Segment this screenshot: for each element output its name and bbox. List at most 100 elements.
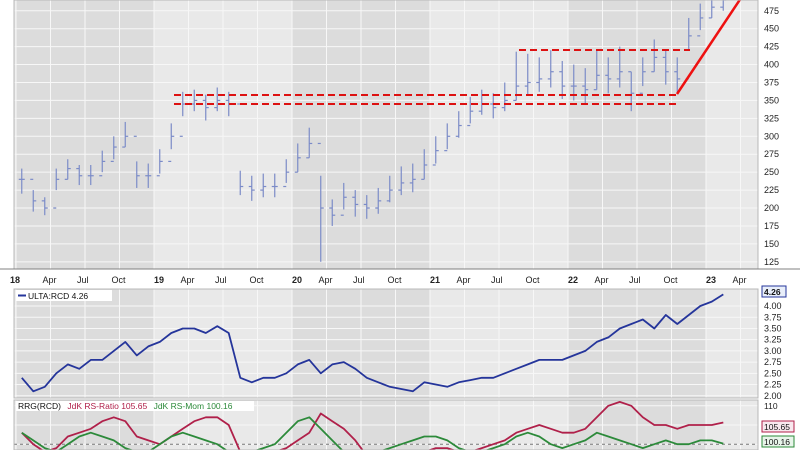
price-bar xyxy=(467,96,474,127)
y-tick-label: 3.75 xyxy=(764,312,782,322)
x-tick-label: Oct xyxy=(388,275,403,285)
x-tick-label: 23 xyxy=(706,275,716,285)
price-bar xyxy=(455,111,462,138)
x-tick-label: Apr xyxy=(733,275,747,285)
rrg-legend: RRG(RCD) JdK RS-Ratio 105.65 JdK RS-Mom … xyxy=(16,401,254,411)
x-tick-label: Apr xyxy=(595,275,609,285)
x-tick-label: Oct xyxy=(112,275,127,285)
price-bar xyxy=(524,53,531,95)
y-tick-label: 110 xyxy=(764,401,778,411)
y-tick-label: 4.00 xyxy=(764,301,782,311)
price-bar xyxy=(398,166,405,196)
y-tick-label: 125 xyxy=(764,257,779,267)
price-bar xyxy=(64,159,71,180)
x-tick-label: Jul xyxy=(353,275,365,285)
y-tick-label: 475 xyxy=(764,6,779,16)
y-tick-label: 2.50 xyxy=(764,368,782,378)
rrg-legend-background xyxy=(16,401,254,411)
price-bar xyxy=(708,0,715,19)
ratio-value-box-text: 4.26 xyxy=(764,287,781,297)
ratio-legend-background xyxy=(16,290,112,301)
y-tick-label: 3.25 xyxy=(764,335,782,345)
price-bar xyxy=(237,103,244,196)
price-bar xyxy=(409,163,416,193)
price-bar xyxy=(317,142,324,262)
price-bar xyxy=(547,50,554,88)
y-tick-label: 3.00 xyxy=(764,346,782,356)
x-tick-label: 21 xyxy=(430,275,440,285)
price-bar xyxy=(99,150,106,177)
price-bar xyxy=(145,163,152,188)
x-tick-label: Oct xyxy=(526,275,541,285)
price-bar xyxy=(444,123,451,152)
price-bar xyxy=(156,149,163,177)
x-axis: 18 Apr Jul Oct 19 Apr Jul Oct 20 Apr Jul Oct 21 Apr Ju… xyxy=(0,268,800,289)
price-bar xyxy=(536,57,543,92)
x-tick-label: Apr xyxy=(181,275,195,285)
price-bar xyxy=(662,50,669,85)
price-bar xyxy=(122,121,129,148)
ratio-panel: 2.002.25 2.502.753.003.25 3.503.754.00 ULT… xyxy=(13,285,787,401)
ratio-line xyxy=(21,293,724,393)
y-tick-label: 150 xyxy=(764,239,779,249)
y-tick-label: 425 xyxy=(764,42,779,52)
rs-ratio-line xyxy=(21,401,724,450)
x-axis-strip xyxy=(0,269,800,289)
x-tick-label: 22 xyxy=(568,275,578,285)
price-bar xyxy=(432,136,439,166)
price-bar xyxy=(30,178,37,212)
price-bar xyxy=(271,173,278,198)
price-bar xyxy=(605,57,612,94)
price-bar xyxy=(18,168,25,194)
price-bars xyxy=(18,0,727,262)
ratio-gridlines xyxy=(14,289,758,398)
x-tick-label: Jul xyxy=(215,275,227,285)
x-tick-label: 19 xyxy=(154,275,164,285)
x-tick-label: Jul xyxy=(491,275,503,285)
y-tick-label: 450 xyxy=(764,24,779,34)
rs-mom-line xyxy=(21,416,724,450)
ratio-panel-border xyxy=(13,288,759,399)
price-bar xyxy=(294,143,301,173)
price-bar xyxy=(674,57,681,92)
x-tick-label: Oct xyxy=(664,275,679,285)
price-bar xyxy=(133,135,140,188)
ratio-legend-label: ULTA:RCD 4.26 xyxy=(28,291,88,301)
price-bar xyxy=(582,68,589,105)
price-bar xyxy=(720,0,727,11)
price-bar xyxy=(53,168,60,209)
rrg-value-box-ratio: 105.65 xyxy=(761,420,795,433)
price-bar xyxy=(363,195,370,219)
price-bar xyxy=(41,197,48,216)
x-tick-label: Apr xyxy=(319,275,333,285)
price-bar xyxy=(375,187,382,214)
x-tick-label: Apr xyxy=(457,275,471,285)
y-tick-label: 2.00 xyxy=(764,391,782,401)
rrg-value-box-ratio-text: 105.65 xyxy=(764,422,790,432)
ratio-value-box: 4.26 xyxy=(761,285,787,298)
x-tick-label: Apr xyxy=(43,275,57,285)
y-tick-label: 250 xyxy=(764,167,779,177)
ratio-y-axis: 2.002.25 2.502.753.003.25 3.503.754.00 xyxy=(764,301,782,401)
price-bar xyxy=(202,94,209,121)
y-tick-label: 350 xyxy=(764,95,779,105)
x-tick-label: Oct xyxy=(250,275,265,285)
x-tick-label: Jul xyxy=(77,275,89,285)
y-tick-label: 375 xyxy=(764,77,779,87)
price-bar xyxy=(513,51,520,102)
y-tick-label: 400 xyxy=(764,60,779,70)
y-tick-label: 2.75 xyxy=(764,357,782,367)
y-tick-label: 275 xyxy=(764,149,779,159)
y-tick-label: 3.50 xyxy=(764,323,782,333)
price-bar xyxy=(651,39,658,73)
price-bar xyxy=(214,87,221,112)
price-bar xyxy=(248,175,255,201)
price-bar xyxy=(639,57,646,94)
price-bar xyxy=(593,50,600,91)
price-bar xyxy=(87,164,94,186)
y-tick-label: 200 xyxy=(764,203,779,213)
x-axis-labels: 18 Apr Jul Oct 19 Apr Jul Oct 20 Apr Jul Oct 21 Apr Ju… xyxy=(10,275,747,285)
y-tick-label: 2.25 xyxy=(764,380,782,390)
y-tick-label: 225 xyxy=(764,185,779,195)
